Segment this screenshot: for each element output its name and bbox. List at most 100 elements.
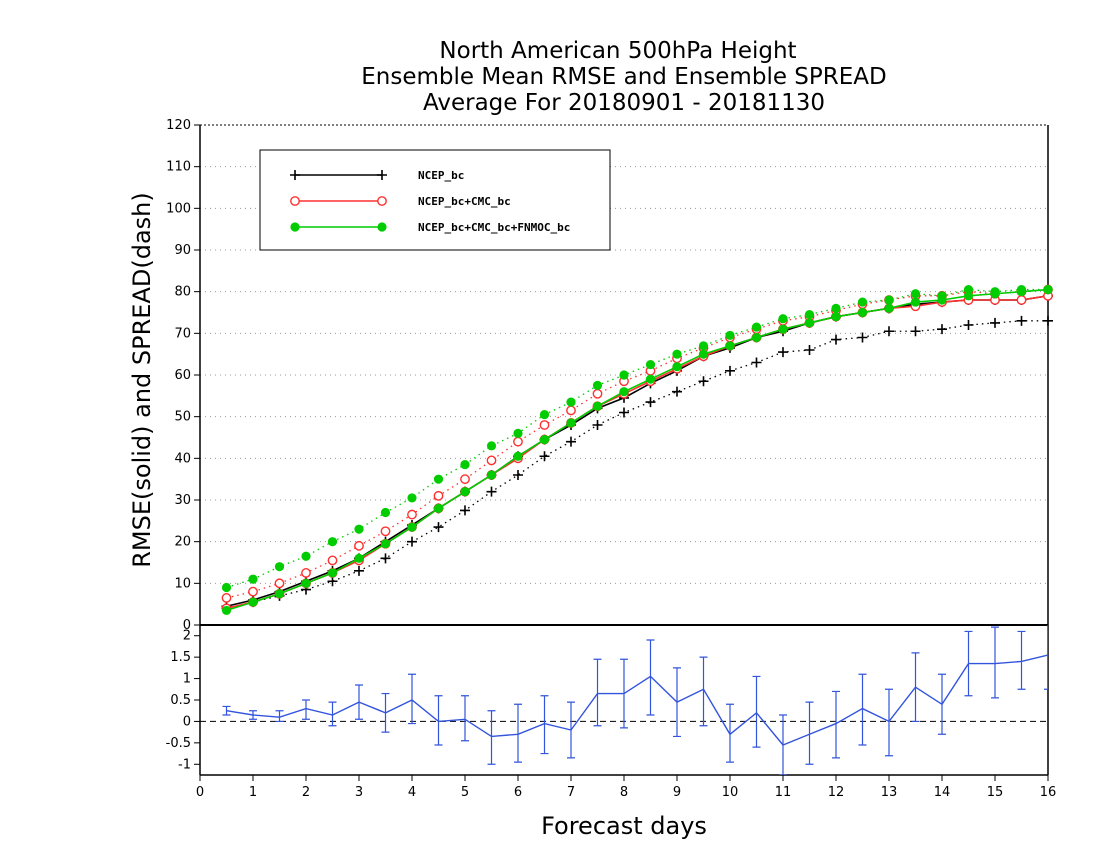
y-tick-label: 20 bbox=[174, 535, 191, 550]
data-point bbox=[566, 418, 576, 428]
data-point bbox=[290, 170, 300, 180]
data-point bbox=[619, 387, 629, 397]
legend-label: NCEP_bc+CMC_bc+FNMOC_bc bbox=[418, 221, 570, 234]
data-point bbox=[1016, 295, 1027, 305]
data-point bbox=[513, 470, 523, 480]
data-point bbox=[301, 578, 311, 588]
series-ncep-bc-cmc-bc-fnmoc-bc bbox=[221, 284, 1053, 616]
y-tick-label: 90 bbox=[174, 243, 191, 258]
data-point bbox=[990, 287, 1000, 297]
data-point bbox=[327, 537, 338, 547]
data-point bbox=[566, 436, 576, 447]
legend-item-ncep-bc: NCEP_bc bbox=[290, 169, 464, 182]
y-tick-label: 40 bbox=[174, 451, 191, 466]
data-point bbox=[380, 507, 391, 518]
error-bar bbox=[408, 673, 416, 725]
title-line-2: Ensemble Mean RMSE and Ensemble SPREAD bbox=[361, 64, 886, 90]
x-axis-label: Forecast days bbox=[541, 812, 707, 840]
error-bar bbox=[514, 703, 522, 763]
data-point bbox=[486, 455, 497, 466]
data-point bbox=[619, 370, 629, 380]
data-point bbox=[778, 324, 788, 334]
data-point bbox=[619, 407, 629, 418]
data-point bbox=[354, 553, 364, 563]
data-point bbox=[672, 349, 682, 359]
chart-title: North American 500hPa Height Ensemble Me… bbox=[361, 38, 886, 116]
data-point bbox=[513, 428, 523, 438]
data-point bbox=[910, 297, 921, 307]
y-tick-label: 50 bbox=[174, 410, 191, 425]
difference-panel: -1-0.500.511.520 1 2 3 4 5 6 7 8 9 10 11 12 13 14 15 16 bbox=[166, 625, 1057, 800]
error-bar bbox=[885, 688, 893, 757]
x-tick-label: 1 bbox=[249, 785, 257, 800]
data-point bbox=[831, 312, 841, 322]
data-point bbox=[380, 553, 391, 564]
error-bar bbox=[832, 690, 840, 759]
x-tick-label: 8 bbox=[620, 785, 628, 800]
rmse-line bbox=[226, 295, 1049, 610]
data-point bbox=[433, 490, 444, 501]
data-point bbox=[460, 474, 470, 485]
data-point bbox=[592, 380, 603, 391]
data-point bbox=[910, 326, 921, 337]
difference-line bbox=[226, 654, 1048, 746]
y-tick-label: 0 bbox=[183, 618, 191, 633]
data-point bbox=[857, 297, 868, 307]
data-point bbox=[725, 341, 735, 351]
error-bar bbox=[752, 675, 761, 748]
data-point bbox=[460, 487, 470, 497]
y-tick-label: 80 bbox=[174, 285, 191, 300]
data-point bbox=[1043, 284, 1053, 295]
error-bar bbox=[699, 656, 708, 727]
data-point bbox=[592, 420, 603, 430]
x-tick-label: 6 bbox=[514, 785, 522, 800]
error-bar bbox=[302, 699, 310, 720]
data-point bbox=[592, 401, 603, 411]
data-point bbox=[290, 196, 300, 206]
error-bar bbox=[434, 695, 443, 746]
data-point bbox=[725, 330, 735, 341]
spread-line bbox=[226, 288, 1048, 589]
data-point bbox=[1043, 315, 1053, 326]
title-line-1: North American 500hPa Height bbox=[439, 38, 796, 64]
data-point bbox=[407, 522, 417, 532]
data-point bbox=[354, 524, 364, 534]
x-tick-label: 15 bbox=[987, 785, 1004, 800]
y-tick-label: 110 bbox=[166, 160, 191, 175]
data-point bbox=[804, 318, 815, 328]
data-point bbox=[645, 397, 656, 408]
data-point bbox=[248, 597, 258, 607]
legend-item-ncep-bc-cmc-bc: NCEP_bc+CMC_bc bbox=[290, 195, 511, 208]
data-point bbox=[377, 170, 387, 180]
data-point bbox=[380, 539, 391, 549]
x-tick-label: 2 bbox=[302, 785, 310, 800]
spread-line bbox=[226, 288, 1049, 599]
data-point bbox=[751, 357, 762, 368]
data-point bbox=[460, 459, 470, 470]
data-point bbox=[1016, 284, 1027, 295]
x-tick-label: 16 bbox=[1040, 785, 1057, 800]
error-bar bbox=[487, 710, 496, 765]
data-point bbox=[672, 362, 682, 372]
error-bar bbox=[328, 701, 337, 727]
data-point bbox=[778, 314, 788, 324]
x-tick-label: 0 bbox=[196, 785, 204, 800]
error-bar bbox=[991, 626, 999, 699]
data-point bbox=[460, 505, 470, 516]
data-point bbox=[274, 589, 285, 599]
data-point bbox=[910, 289, 921, 299]
y-tick-label: 100 bbox=[166, 201, 191, 216]
data-point bbox=[937, 291, 947, 301]
x-tick-label: 10 bbox=[722, 785, 739, 800]
data-point bbox=[645, 359, 656, 370]
data-point bbox=[248, 574, 258, 584]
data-point bbox=[831, 334, 841, 345]
data-point bbox=[539, 434, 550, 445]
y-tick-label: 0.5 bbox=[170, 693, 191, 708]
data-point bbox=[884, 326, 894, 337]
data-point bbox=[672, 386, 682, 397]
data-point bbox=[1016, 315, 1027, 326]
data-point bbox=[354, 540, 364, 551]
x-tick-label: 11 bbox=[775, 785, 792, 800]
y-tick-label: 30 bbox=[174, 493, 191, 508]
